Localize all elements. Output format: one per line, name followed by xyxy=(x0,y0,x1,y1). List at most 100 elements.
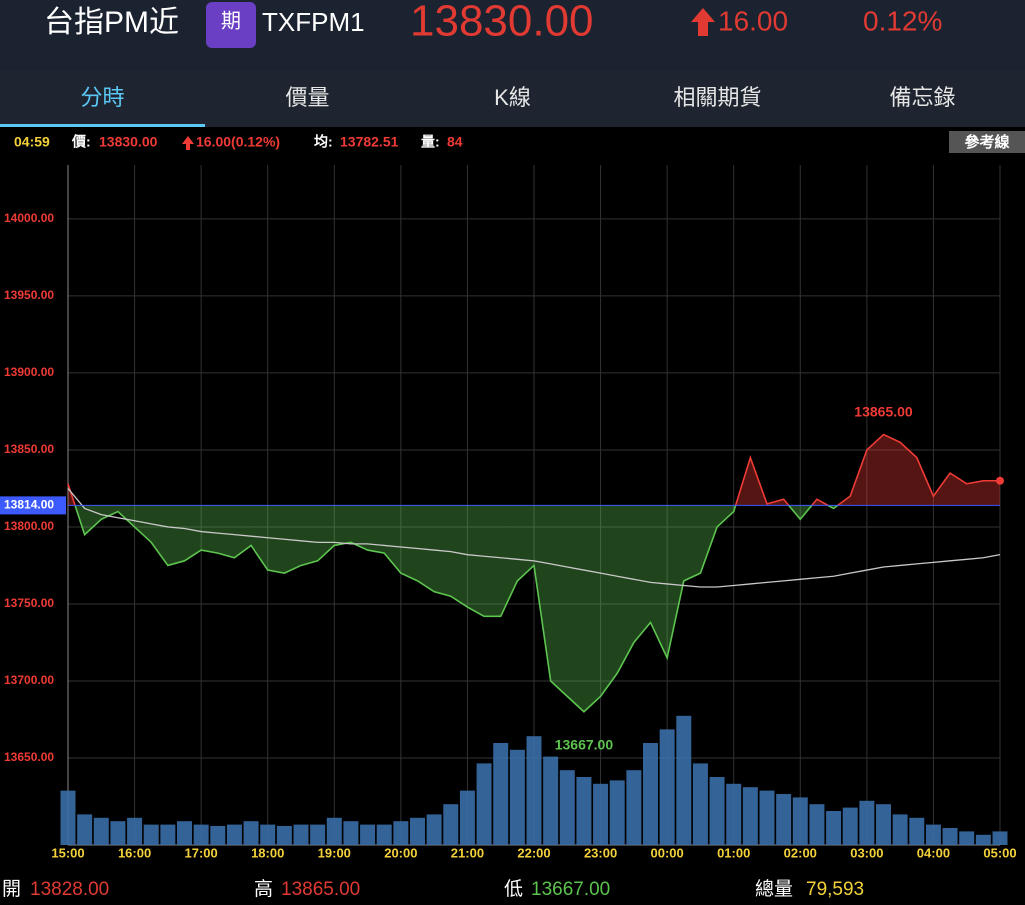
y-tick-label: 13950.00 xyxy=(4,288,54,302)
y-tick-label: 13800.00 xyxy=(4,519,54,533)
volume-bar xyxy=(509,749,525,845)
info-time: 04:59 xyxy=(14,134,50,150)
volume-bar xyxy=(659,729,675,845)
volume-bar xyxy=(443,804,459,845)
info-price-label: 價: xyxy=(71,134,91,150)
volume-bar xyxy=(593,783,609,845)
volume-bar xyxy=(343,821,359,845)
volume-bar xyxy=(643,743,658,845)
tab[interactable]: 價量 xyxy=(285,85,329,110)
annotation: 13667.00 xyxy=(555,736,614,752)
tab-underline xyxy=(0,124,205,127)
open: 13828.00 xyxy=(30,879,109,900)
volume-bar xyxy=(127,817,143,845)
total: 79,593 xyxy=(806,879,864,900)
volume-bar xyxy=(959,831,975,845)
volume-bar xyxy=(476,763,492,845)
info-arrow xyxy=(182,136,194,150)
volume-bar xyxy=(626,770,642,845)
volume-bar xyxy=(77,814,93,845)
price: 13830.00 xyxy=(410,0,594,46)
x-tick-label: 04:00 xyxy=(917,845,950,860)
volume-bar xyxy=(826,811,842,845)
x-tick-label: 23:00 xyxy=(584,845,617,860)
volume-bar xyxy=(842,807,858,845)
x-tick-label: 20:00 xyxy=(384,845,417,860)
annotation: 13865.00 xyxy=(854,404,913,420)
volume-bar xyxy=(876,804,891,845)
reference-label-bg xyxy=(0,496,66,515)
volume-bar xyxy=(559,770,575,845)
avg-line xyxy=(67,488,1001,588)
volume-bar xyxy=(925,824,941,845)
total-label: 總量 xyxy=(755,878,793,900)
volume-bar xyxy=(410,817,425,845)
volume-bar xyxy=(226,824,242,845)
high: 13865.00 xyxy=(281,879,360,900)
code: TXFPM1 xyxy=(262,7,365,37)
volume-bar xyxy=(942,828,958,845)
volume-bar xyxy=(243,821,259,845)
price-line xyxy=(67,433,1000,713)
volume-bar xyxy=(326,817,342,845)
volume-bar xyxy=(776,794,792,845)
volume-bar xyxy=(975,834,991,845)
volume-bar xyxy=(543,756,559,845)
info-price: 13830.00 xyxy=(99,134,158,150)
x-tick-label: 15:00 xyxy=(51,845,84,860)
x-tick-label: 02:00 xyxy=(784,845,817,860)
volume-bar xyxy=(692,763,708,845)
volume-bar xyxy=(892,814,908,845)
y-tick-label: 13650.00 xyxy=(4,750,54,764)
ref-button[interactable] xyxy=(949,131,1025,153)
volume-bar xyxy=(759,790,775,845)
y-tick-label: 13900.00 xyxy=(4,365,54,379)
badge: 期 xyxy=(221,10,241,32)
volume-bar xyxy=(726,783,742,845)
volume-bar xyxy=(393,821,409,845)
tab[interactable]: K線 xyxy=(494,85,531,110)
volume-bar xyxy=(609,780,625,845)
x-tick-label: 22:00 xyxy=(517,845,550,860)
badge-bg xyxy=(206,2,256,48)
x-tick-label: 21:00 xyxy=(451,845,484,860)
volume-bar xyxy=(742,787,758,845)
x-tick-label: 01:00 xyxy=(717,845,750,860)
volume-bar xyxy=(459,790,475,845)
tab[interactable]: 分時 xyxy=(80,85,124,110)
change-pct: 0.12% xyxy=(863,5,942,36)
volume-bar xyxy=(193,824,209,845)
volume-bar xyxy=(493,743,509,845)
volume-bar xyxy=(293,824,309,845)
low-label: 低 xyxy=(504,878,523,900)
volume-bar xyxy=(426,814,442,845)
info-avg: 13782.51 xyxy=(340,134,399,150)
info-vol: 84 xyxy=(447,134,463,150)
volume-bar xyxy=(276,825,292,845)
header-bg xyxy=(0,0,1025,70)
low: 13667.00 xyxy=(531,879,610,900)
volume-bar xyxy=(676,715,692,845)
name: 台指PM近 xyxy=(44,6,179,39)
volume-bar xyxy=(360,824,376,845)
x-tick-label: 18:00 xyxy=(251,845,284,860)
high-label: 高 xyxy=(254,878,273,900)
volume-bar xyxy=(110,821,126,845)
up-arrow xyxy=(691,8,715,36)
y-tick-label: 13700.00 xyxy=(4,673,54,687)
tab[interactable]: 相關期貨 xyxy=(673,85,761,110)
volume-bar xyxy=(859,800,875,845)
x-tick-label: 03:00 xyxy=(850,845,883,860)
info-vol-label: 量: xyxy=(421,134,440,150)
y-tick-label: 13850.00 xyxy=(4,442,54,456)
volume-bar xyxy=(210,825,226,845)
volume-bar xyxy=(709,777,725,845)
ref-button-label[interactable]: 參考線 xyxy=(964,133,1009,151)
y-tick-label: 14000.00 xyxy=(4,211,54,225)
x-tick-label: 00:00 xyxy=(651,845,684,860)
y-tick-label: 13750.00 xyxy=(4,596,54,610)
volume-bar xyxy=(809,804,825,845)
volume-bar xyxy=(177,821,192,845)
tab[interactable]: 備忘錄 xyxy=(889,85,955,110)
